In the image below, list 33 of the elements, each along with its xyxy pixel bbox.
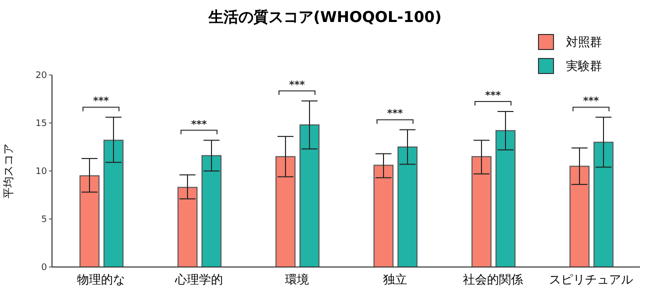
bar: [570, 166, 590, 267]
annotation: ***: [289, 80, 306, 91]
y-tick-label: 15: [36, 119, 47, 130]
bar: [80, 175, 100, 267]
bar: [374, 164, 394, 267]
annotation: ***: [93, 96, 110, 108]
annotation: ***: [485, 90, 502, 102]
annotation: ***: [387, 108, 404, 120]
x-tick-label: 社会的関係: [463, 272, 523, 287]
x-tick-label: 心理学的: [174, 272, 223, 287]
bar: [202, 155, 222, 267]
bar: [594, 142, 614, 267]
legend-label: 実験群: [566, 58, 602, 74]
bar: [496, 130, 516, 267]
x-tick-label: 環境: [285, 272, 309, 287]
y-tick-label: 0: [41, 263, 48, 274]
y-axis-title: 平均スコア: [2, 144, 15, 198]
y-tick-label: 10: [36, 167, 48, 178]
bar: [178, 186, 198, 267]
bar: [104, 140, 124, 267]
y-tick-label: 20: [36, 71, 48, 82]
bar: [300, 124, 320, 267]
bar: [276, 156, 296, 267]
chart-title: 生活の質スコア(WHOQOL-100): [207, 8, 443, 27]
legend-label: 対照群: [566, 34, 602, 50]
x-tick-label: スピリチュアル: [549, 272, 633, 287]
annotation: ***: [191, 119, 208, 130]
annotation: ***: [583, 96, 600, 108]
bar: [472, 156, 492, 267]
bar: [398, 146, 418, 267]
x-tick-label: 物理的な: [77, 272, 125, 287]
y-tick-label: 5: [41, 215, 47, 226]
x-tick-label: 独立: [383, 272, 407, 287]
